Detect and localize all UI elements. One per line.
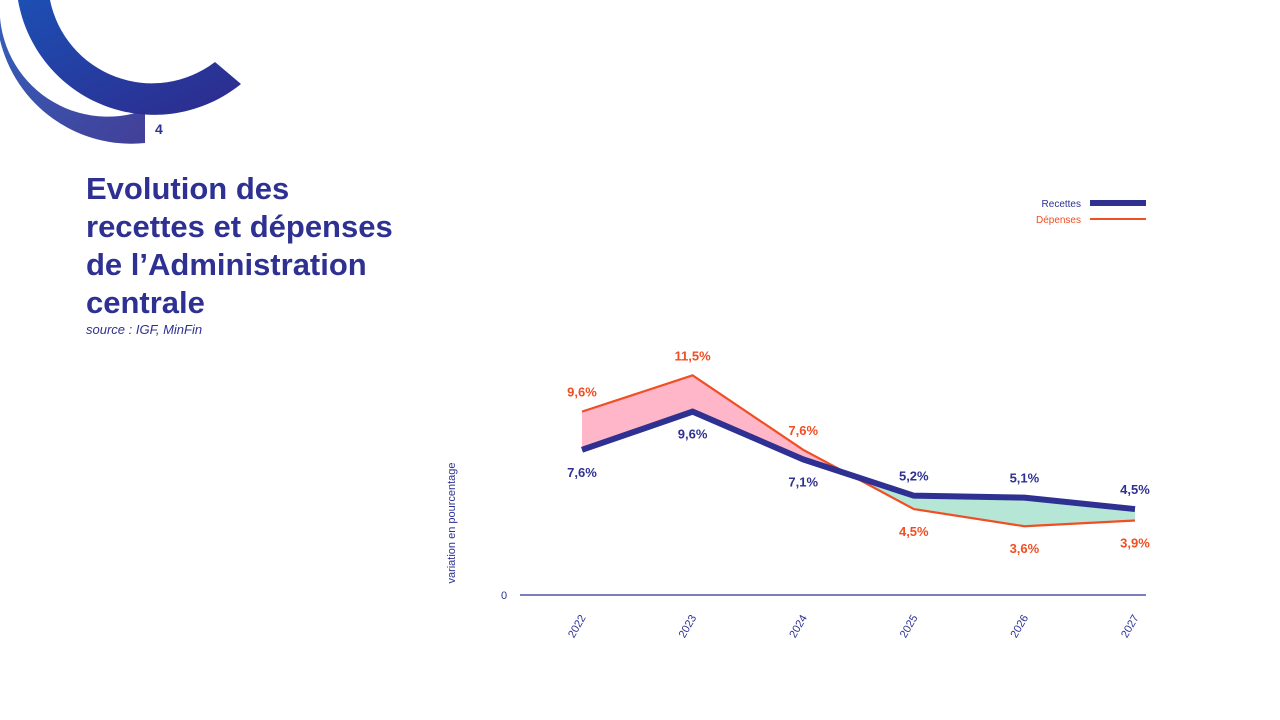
- series-lines: [581, 374, 1136, 528]
- title-line: Evolution des: [86, 171, 290, 206]
- data-label-depenses: 3,9%: [1120, 536, 1150, 551]
- y-tick-label: 0: [501, 590, 507, 602]
- title-line: recettes et dépenses: [86, 209, 393, 244]
- area-recettes-above: [849, 474, 1135, 527]
- title-line: de l’Administration: [86, 247, 367, 282]
- data-label-depenses: 7,6%: [788, 423, 818, 438]
- difference-fill-group: [582, 375, 1135, 527]
- data-label-recettes: 7,6%: [567, 465, 597, 480]
- data-label-recettes: 5,2%: [899, 469, 929, 484]
- data-label-recettes: 4,5%: [1120, 482, 1150, 497]
- title-line: centrale: [86, 285, 205, 320]
- x-tick-label: 2026: [1008, 613, 1031, 640]
- legend-label-recettes: Recettes: [1042, 199, 1081, 210]
- x-tick-label: 2023: [677, 613, 700, 640]
- source-note: source : IGF, MinFin: [86, 322, 203, 337]
- data-label-recettes: 5,1%: [1010, 471, 1040, 486]
- data-label-recettes: 7,1%: [788, 474, 818, 489]
- y-axis-label: variation en pourcentage: [446, 462, 458, 583]
- data-label-depenses: 4,5%: [899, 524, 929, 539]
- data-label-depenses: 11,5%: [675, 348, 712, 363]
- x-tick-label: 2025: [898, 613, 921, 640]
- x-tick-label: 2027: [1119, 613, 1142, 640]
- decorative-arc: [0, 0, 241, 144]
- page-title: Evolution des recettes et dépenses de l’…: [86, 170, 393, 322]
- data-label-recettes: 9,6%: [678, 427, 708, 442]
- x-tick-label: 2022: [566, 613, 589, 640]
- series-line-recettes: [581, 408, 1136, 513]
- chart-legend: Recettes Dépenses: [1036, 199, 1146, 226]
- data-label-depenses: 9,6%: [567, 385, 597, 400]
- x-tick-label: 2024: [787, 613, 810, 640]
- data-label-depenses: 3,6%: [1010, 541, 1040, 556]
- data-labels: 7,6% 9,6% 7,1% 5,2% 5,1% 4,5% 9,6% 11,5% 7,6% 4,5…: [567, 348, 1150, 556]
- page-number: 4: [155, 121, 163, 137]
- legend-label-depenses: Dépenses: [1036, 215, 1081, 226]
